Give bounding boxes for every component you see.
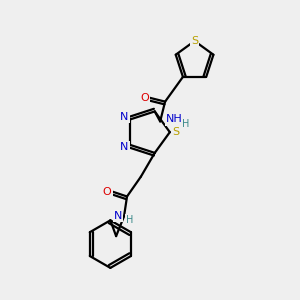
Text: S: S: [191, 36, 198, 46]
Text: O: O: [140, 93, 149, 103]
Text: N: N: [114, 211, 122, 221]
Text: N: N: [120, 112, 129, 122]
Text: N: N: [120, 142, 129, 152]
Text: NH: NH: [166, 115, 182, 124]
Text: H: H: [126, 215, 134, 225]
Text: S: S: [172, 127, 179, 137]
Text: O: O: [103, 187, 112, 196]
Text: H: H: [182, 119, 190, 129]
